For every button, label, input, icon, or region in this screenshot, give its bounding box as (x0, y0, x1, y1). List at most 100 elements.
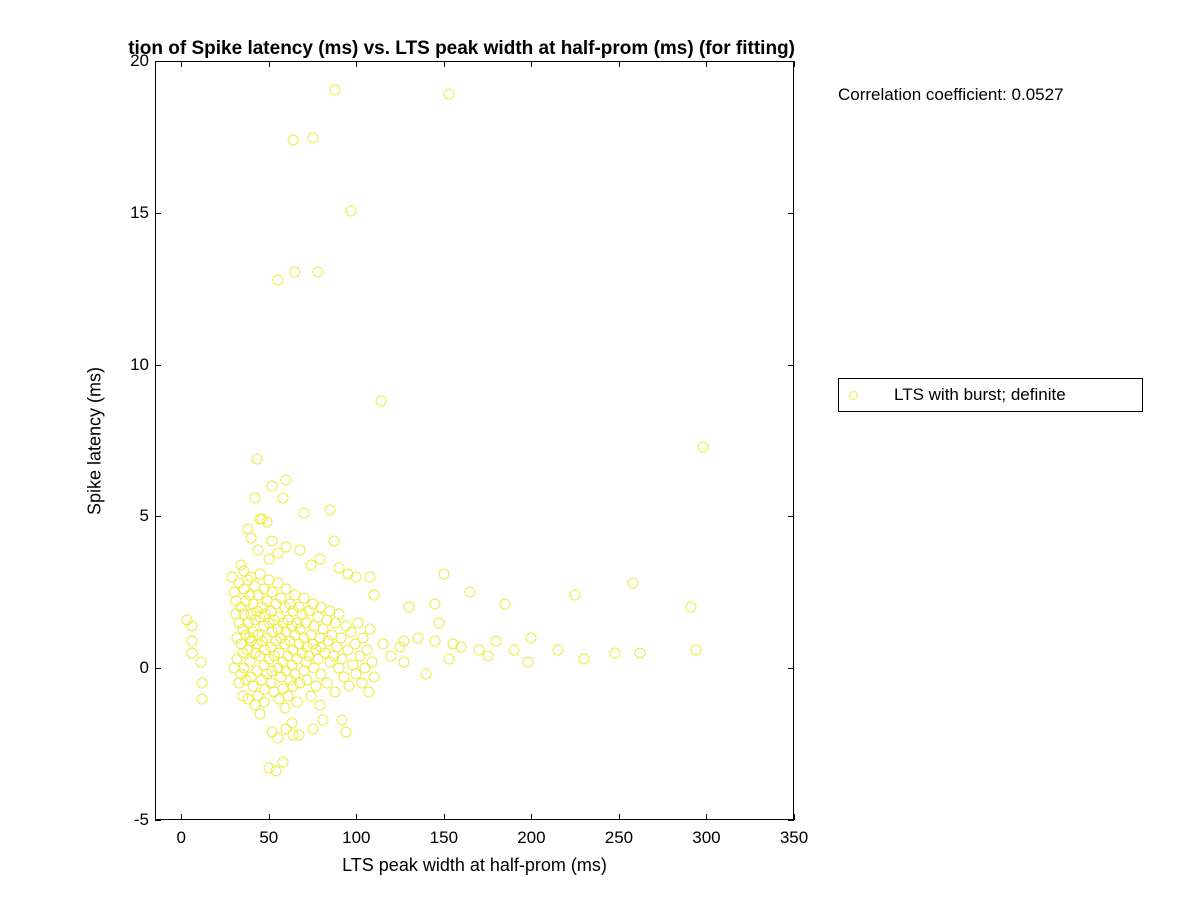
x-tick (794, 61, 795, 67)
x-tick-label: 300 (692, 828, 720, 848)
scatter-point (398, 635, 409, 646)
scatter-point (351, 572, 362, 583)
scatter-point (325, 505, 336, 516)
scatter-point (293, 729, 304, 740)
scatter-point (421, 669, 432, 680)
y-tick (155, 820, 161, 821)
scatter-point (578, 654, 589, 665)
x-tick (356, 61, 357, 67)
scatter-point (307, 723, 318, 734)
y-tick (788, 61, 794, 62)
scatter-point (375, 396, 386, 407)
scatter-point (444, 654, 455, 665)
x-tick (794, 814, 795, 820)
scatter-point (288, 134, 299, 145)
scatter-point (552, 644, 563, 655)
scatter-point (627, 578, 638, 589)
x-tick-label: 50 (259, 828, 278, 848)
x-tick-label: 150 (430, 828, 458, 848)
scatter-point (295, 544, 306, 555)
scatter-point (430, 599, 441, 610)
x-tick-label: 350 (780, 828, 808, 848)
scatter-point (433, 617, 444, 628)
scatter-point (570, 590, 581, 601)
x-tick (181, 814, 182, 820)
scatter-point (398, 657, 409, 668)
scatter-point (456, 641, 467, 652)
scatter-point (367, 657, 378, 668)
scatter-point (242, 523, 253, 534)
x-tick (619, 814, 620, 820)
scatter-point (281, 474, 292, 485)
scatter-point (253, 544, 264, 555)
scatter-point (346, 626, 357, 637)
x-tick (706, 61, 707, 67)
y-tick (788, 668, 794, 669)
x-tick (356, 814, 357, 820)
scatter-point (267, 535, 278, 546)
scatter-point (346, 206, 357, 217)
scatter-point (491, 635, 502, 646)
x-tick (269, 61, 270, 67)
scatter-point (267, 481, 278, 492)
y-tick-label: 20 (119, 51, 149, 71)
scatter-point (235, 559, 246, 570)
scatter-point (358, 632, 369, 643)
x-tick-label: 100 (342, 828, 370, 848)
y-tick (155, 516, 161, 517)
scatter-point (365, 623, 376, 634)
scatter-point (258, 696, 269, 707)
legend-item-label: LTS with burst; definite (894, 385, 1066, 405)
scatter-point (255, 708, 266, 719)
scatter-point (500, 599, 511, 610)
y-tick (155, 213, 161, 214)
scatter-point (186, 635, 197, 646)
scatter-point (195, 657, 206, 668)
y-tick (788, 213, 794, 214)
scatter-point (403, 602, 414, 613)
scatter-point (318, 714, 329, 725)
scatter-point (277, 757, 288, 768)
correlation-annotation: Correlation coefficient: 0.0527 (838, 85, 1064, 105)
y-tick (788, 365, 794, 366)
scatter-point (197, 678, 208, 689)
scatter-point (444, 89, 455, 100)
scatter-point (690, 644, 701, 655)
scatter-point (330, 687, 341, 698)
scatter-point (363, 687, 374, 698)
x-tick (531, 814, 532, 820)
x-tick (619, 61, 620, 67)
scatter-point (522, 657, 533, 668)
x-tick (531, 61, 532, 67)
scatter-point (482, 651, 493, 662)
x-tick (706, 814, 707, 820)
scatter-point (337, 714, 348, 725)
x-tick (444, 814, 445, 820)
scatter-point (298, 508, 309, 519)
scatter-point (368, 590, 379, 601)
y-tick-label: 15 (119, 203, 149, 223)
y-tick-label: 5 (119, 506, 149, 526)
scatter-point (368, 672, 379, 683)
scatter-point (311, 681, 322, 692)
scatter-point (307, 133, 318, 144)
scatter-point (634, 648, 645, 659)
y-axis-label: Spike latency (ms) (85, 366, 106, 514)
scatter-point (610, 648, 621, 659)
scatter-point (186, 620, 197, 631)
scatter-point (272, 547, 283, 558)
scatter-point (365, 572, 376, 583)
scatter-point (286, 717, 297, 728)
scatter-point (321, 678, 332, 689)
x-tick (444, 61, 445, 67)
scatter-point (186, 648, 197, 659)
scatter-point (330, 84, 341, 95)
x-tick (181, 61, 182, 67)
y-tick (788, 516, 794, 517)
scatter-point (412, 632, 423, 643)
scatter-point (312, 267, 323, 278)
x-tick (269, 814, 270, 820)
scatter-point (430, 635, 441, 646)
scatter-point (279, 702, 290, 713)
scatter-point (249, 493, 260, 504)
